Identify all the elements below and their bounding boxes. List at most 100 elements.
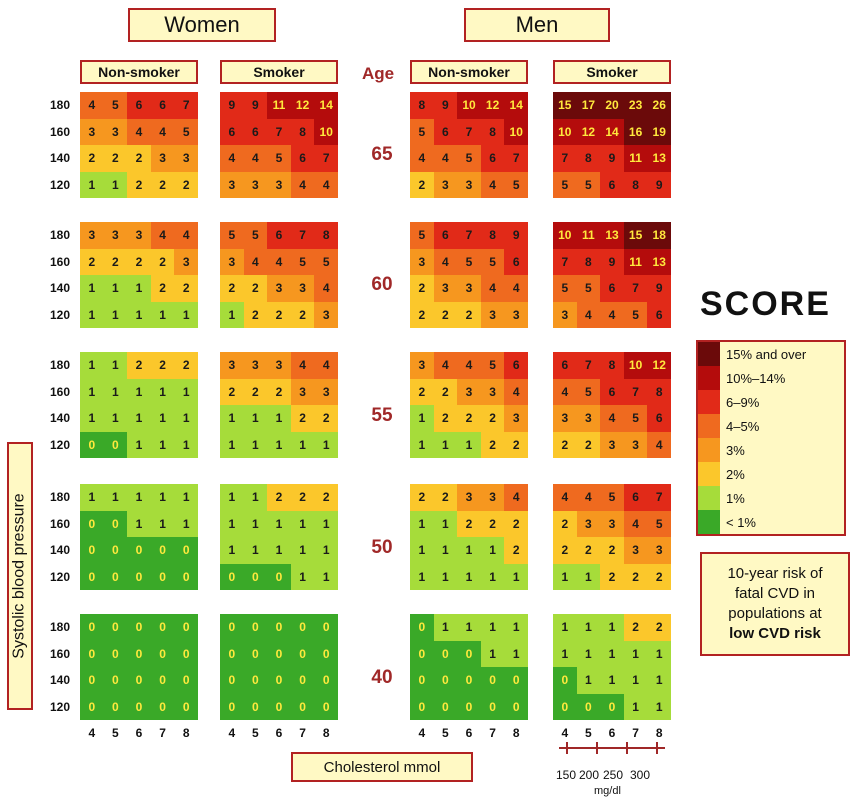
risk-cell: 2: [314, 405, 338, 432]
risk-cell: 9: [600, 145, 624, 172]
risk-cell: 1: [220, 510, 244, 537]
note-line-1: 10-year risk of: [727, 565, 823, 582]
risk-cell: 1: [410, 510, 434, 537]
risk-cell: 0: [80, 431, 104, 458]
risk-cell: 1: [127, 405, 151, 432]
risk-cell: 5: [576, 275, 601, 302]
risk-cell: 4: [314, 352, 338, 379]
risk-cell: 6: [504, 352, 528, 379]
risk-cell: 8: [647, 378, 671, 405]
risk-cell: 1: [576, 640, 601, 667]
risk-cell: 1: [410, 431, 434, 458]
risk-cell: 1: [433, 537, 458, 564]
risk-cell: 0: [267, 614, 291, 641]
risk-cell: 2: [433, 378, 458, 405]
risk-cell: 1: [433, 614, 458, 641]
risk-cell: 6: [647, 301, 671, 328]
risk-cell: 1: [647, 693, 671, 720]
risk-cell: 0: [267, 563, 291, 590]
risk-cell: 4: [314, 275, 338, 302]
risk-cell: 10: [504, 118, 528, 145]
risk-cell: 3: [576, 405, 601, 432]
risk-cell: 1: [553, 614, 577, 641]
risk-cell: 18: [647, 222, 671, 249]
risk-cell: 0: [290, 614, 315, 641]
risk-cell: 1: [576, 667, 601, 694]
risk-cell: 0: [243, 693, 268, 720]
risk-cell: 4: [290, 171, 315, 198]
risk-cell: 19: [647, 118, 671, 145]
mgdl-tick-300: 300: [630, 768, 651, 782]
risk-cell: 3: [647, 537, 671, 564]
risk-cell: 2: [150, 171, 175, 198]
risk-cell: 1: [410, 405, 434, 432]
legend-item: 2%: [698, 462, 844, 486]
risk-cell: 1: [80, 378, 104, 405]
risk-cell: 1: [174, 484, 198, 511]
legend-item: 15% and over: [698, 342, 844, 366]
risk-cell: 0: [127, 537, 151, 564]
sbp-label: 140: [49, 281, 70, 295]
risk-cell: 2: [433, 405, 458, 432]
risk-cell: 4: [127, 118, 151, 145]
risk-cell: 1: [80, 301, 104, 328]
risk-cell: 5: [553, 275, 577, 302]
risk-cell: 0: [220, 667, 244, 694]
risk-cell: 1: [220, 405, 244, 432]
risk-cell: 2: [600, 537, 624, 564]
legend: 15% and over 10%–14% 6–9% 4–5% 3% 2% 1% < 1%: [696, 340, 846, 536]
risk-cell: 6: [243, 118, 268, 145]
legend-item: 6–9%: [698, 390, 844, 414]
risk-cell: 1: [220, 301, 244, 328]
risk-cell: 2: [150, 352, 175, 379]
risk-cell: 2: [127, 171, 151, 198]
risk-cell: 4: [504, 378, 528, 405]
risk-cell: 0: [480, 693, 505, 720]
risk-cell: 2: [290, 405, 315, 432]
risk-cell: 1: [80, 275, 104, 302]
legend-item: 10%–14%: [698, 366, 844, 390]
risk-cell: 3: [314, 378, 338, 405]
risk-cell: 0: [103, 563, 128, 590]
risk-cell: 1: [127, 378, 151, 405]
risk-cell: 1: [103, 352, 128, 379]
risk-cell: 2: [150, 275, 175, 302]
risk-cell: 2: [553, 537, 577, 564]
risk-cell: 0: [314, 640, 338, 667]
risk-cell: 3: [457, 484, 481, 511]
risk-cell: 3: [127, 222, 151, 249]
risk-cell: 1: [647, 667, 671, 694]
risk-cell: 7: [576, 352, 601, 379]
risk-cell: 3: [457, 378, 481, 405]
risk-cell: 8: [480, 222, 505, 249]
age-label-65: 65: [371, 144, 393, 165]
risk-cell: 3: [267, 171, 291, 198]
risk-grid-men-smoker-age-55: 6 7 8 10 12 4 5 6 7 8 3 3 4 5 6 2 2 3 3 4: [553, 352, 671, 458]
risk-cell: 2: [267, 484, 291, 511]
mgdl-tick-200: 200: [579, 768, 600, 782]
risk-cell: 9: [220, 92, 244, 119]
cholesterol-tick: 8: [322, 726, 330, 740]
cholesterol-tick: 5: [585, 726, 592, 740]
risk-grid-men-smoker-age-60: 10 11 13 15 18 7 8 9 11 13 5 5 6 7 9 3 4 4 5 6: [553, 222, 671, 328]
risk-cell: 12: [290, 92, 315, 119]
risk-cell: 2: [80, 145, 104, 172]
risk-cell: 1: [267, 405, 291, 432]
legend-swatch: [698, 486, 720, 510]
cholesterol-tick: 7: [632, 726, 639, 740]
risk-cell: 0: [174, 693, 198, 720]
men-header: Men: [464, 8, 610, 42]
risk-cell: 1: [150, 378, 175, 405]
risk-cell: 0: [314, 667, 338, 694]
risk-cell: 0: [127, 667, 151, 694]
risk-cell: 13: [600, 222, 624, 249]
risk-grid-women-smoker-age-65: 9 9 11 12 14 6 6 7 8 10 4 4 5 6 7 3 3 3 4 4: [220, 92, 338, 198]
risk-cell: 2: [433, 301, 458, 328]
risk-cell: 2: [174, 352, 198, 379]
risk-cell: 3: [576, 510, 601, 537]
risk-cell: 5: [457, 248, 481, 275]
risk-cell: 4: [243, 145, 268, 172]
risk-cell: 11: [576, 222, 601, 249]
